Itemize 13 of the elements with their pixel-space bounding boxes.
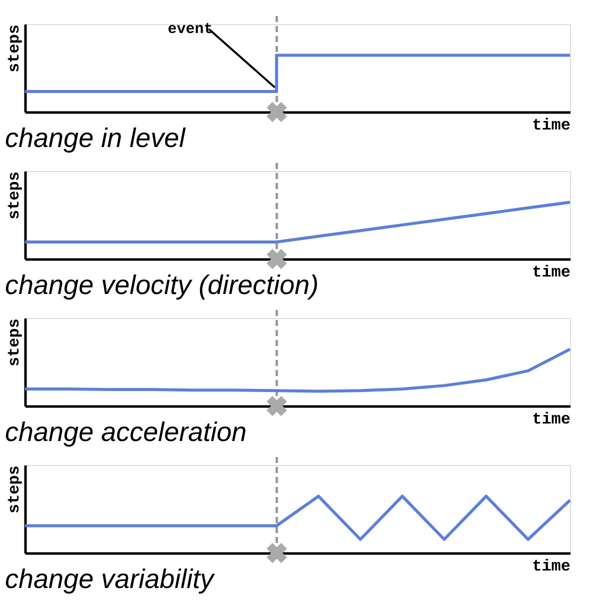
text: change in level: [5, 123, 186, 153]
x-axis-title: time: [532, 264, 570, 282]
y-axis-title: steps: [6, 318, 24, 367]
text: change variability: [5, 564, 216, 594]
x-axis-title: time: [532, 116, 570, 134]
text: event: [168, 21, 213, 38]
y-axis-title: steps: [6, 24, 24, 73]
x-axis-title: time: [532, 558, 570, 576]
x-axis-title: time: [532, 410, 570, 428]
y-axis-title: steps: [6, 172, 24, 220]
text: change velocity (direction): [5, 270, 319, 300]
y-axis-title: steps: [6, 466, 24, 514]
text: change acceleration: [5, 417, 247, 447]
